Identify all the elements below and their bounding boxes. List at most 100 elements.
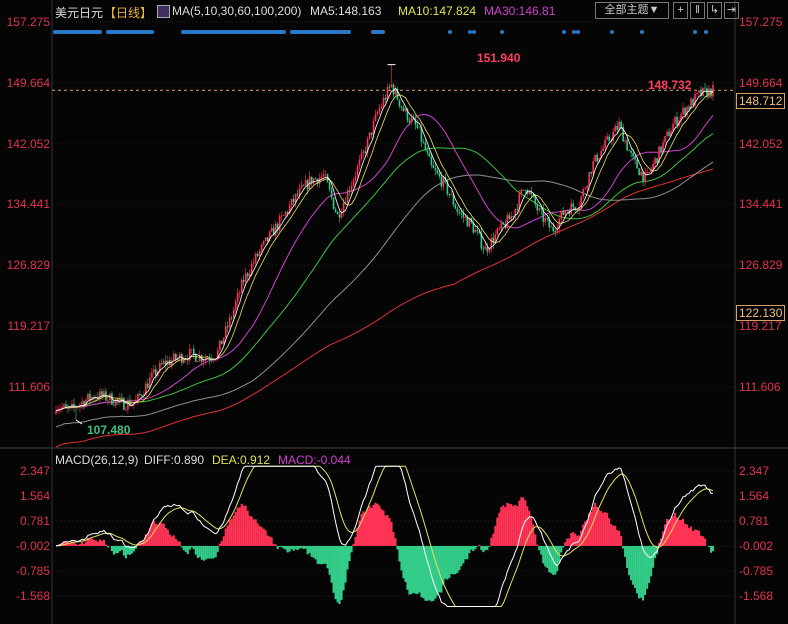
candle-body bbox=[131, 403, 133, 406]
candle-body bbox=[338, 214, 341, 218]
candle-body bbox=[280, 215, 283, 217]
candle-body bbox=[704, 87, 706, 89]
candle-body bbox=[374, 114, 377, 121]
candle-body bbox=[606, 136, 608, 140]
event-marker bbox=[693, 30, 697, 34]
candle-body bbox=[196, 361, 199, 362]
candle-body bbox=[554, 231, 557, 233]
candle-body bbox=[398, 99, 401, 107]
candle-body bbox=[212, 359, 215, 361]
theme-dropdown[interactable]: 全部主题▼ bbox=[595, 2, 669, 19]
candle-body bbox=[438, 173, 441, 177]
candle-body bbox=[165, 360, 167, 366]
exit-icon[interactable]: ⇥ bbox=[724, 2, 739, 19]
candle-body bbox=[63, 404, 65, 407]
ma-settings-icon[interactable] bbox=[157, 5, 170, 18]
candle-body bbox=[468, 218, 471, 227]
candle-body bbox=[368, 132, 371, 139]
axis-label: -0.002 bbox=[739, 539, 774, 553]
candle-body bbox=[594, 154, 596, 162]
candle-body bbox=[188, 349, 191, 361]
axis-label: 157.275 bbox=[739, 15, 783, 29]
candle-body bbox=[101, 391, 103, 397]
ma200-line bbox=[55, 168, 714, 448]
candle-body bbox=[452, 194, 455, 205]
candle-body bbox=[564, 211, 567, 215]
candle-body bbox=[428, 152, 431, 157]
candle-body bbox=[310, 176, 313, 184]
candle-body bbox=[478, 231, 481, 234]
candle-body bbox=[111, 393, 113, 405]
candle-body bbox=[580, 196, 583, 208]
candle-body bbox=[284, 211, 287, 216]
candle-body bbox=[236, 292, 239, 302]
candle-body bbox=[620, 121, 622, 127]
candle-body bbox=[332, 197, 335, 209]
candle-body bbox=[670, 131, 672, 137]
candle-body bbox=[81, 401, 83, 405]
candle-body bbox=[640, 171, 642, 176]
candle-body bbox=[288, 205, 291, 214]
candle-body bbox=[352, 180, 355, 186]
candle-body bbox=[436, 170, 439, 174]
candle-body bbox=[125, 409, 127, 411]
candle-body bbox=[252, 262, 255, 264]
candle-body bbox=[220, 340, 223, 345]
axis-label: -0.785 bbox=[739, 563, 774, 578]
split-icon[interactable]: ‖ bbox=[690, 2, 705, 19]
candle-body bbox=[73, 403, 75, 407]
candle-body bbox=[392, 84, 395, 95]
candle-body bbox=[61, 406, 63, 409]
candle-body bbox=[67, 406, 69, 408]
candle-body bbox=[496, 228, 499, 235]
candle-body bbox=[578, 207, 581, 211]
candle-body bbox=[534, 196, 537, 205]
axis-label: 2.347 bbox=[19, 464, 50, 479]
candle-body bbox=[536, 204, 539, 211]
candle-body bbox=[266, 237, 269, 241]
event-marker bbox=[572, 30, 576, 34]
candle-body bbox=[316, 178, 319, 184]
candle-body bbox=[232, 309, 235, 318]
candle-body bbox=[558, 218, 561, 229]
candle-body bbox=[588, 172, 590, 187]
candle-body bbox=[248, 274, 251, 277]
period-label[interactable]: 【日线】 bbox=[104, 6, 153, 20]
candle-body bbox=[434, 168, 437, 171]
chart-in-icon[interactable]: ↳ bbox=[707, 2, 722, 19]
candle-body bbox=[181, 354, 183, 363]
ma-params: MA(5,10,30,60,100,200) bbox=[172, 4, 302, 18]
candle-body bbox=[121, 397, 123, 399]
crosshair-icon[interactable]: + bbox=[673, 2, 688, 19]
candle-body bbox=[528, 190, 531, 194]
candle-body bbox=[710, 88, 712, 97]
candle-body bbox=[712, 84, 714, 97]
diff-line bbox=[55, 465, 714, 607]
candle-body bbox=[364, 151, 367, 153]
candle-body bbox=[666, 131, 668, 137]
candle-body bbox=[474, 230, 477, 233]
candle-body bbox=[512, 216, 515, 217]
axis-label: 2.347 bbox=[739, 464, 770, 479]
candle-body bbox=[410, 117, 413, 123]
candle-body bbox=[183, 359, 185, 363]
candle-body bbox=[300, 185, 303, 188]
candle-body bbox=[692, 98, 694, 106]
candle-body bbox=[472, 222, 475, 233]
candle-body bbox=[314, 178, 317, 180]
candle-body bbox=[544, 218, 547, 222]
candle-body bbox=[414, 119, 417, 125]
candle-body bbox=[312, 178, 315, 184]
candle-body bbox=[672, 123, 674, 132]
axis-label: 111.606 bbox=[739, 379, 781, 394]
candle-body bbox=[218, 340, 221, 351]
candle-body bbox=[608, 136, 610, 141]
candle-body bbox=[350, 185, 353, 192]
candle-body bbox=[262, 240, 265, 245]
candle-body bbox=[103, 391, 105, 397]
candle-body bbox=[650, 169, 652, 172]
event-marker bbox=[448, 30, 452, 34]
candle-body bbox=[286, 211, 289, 214]
